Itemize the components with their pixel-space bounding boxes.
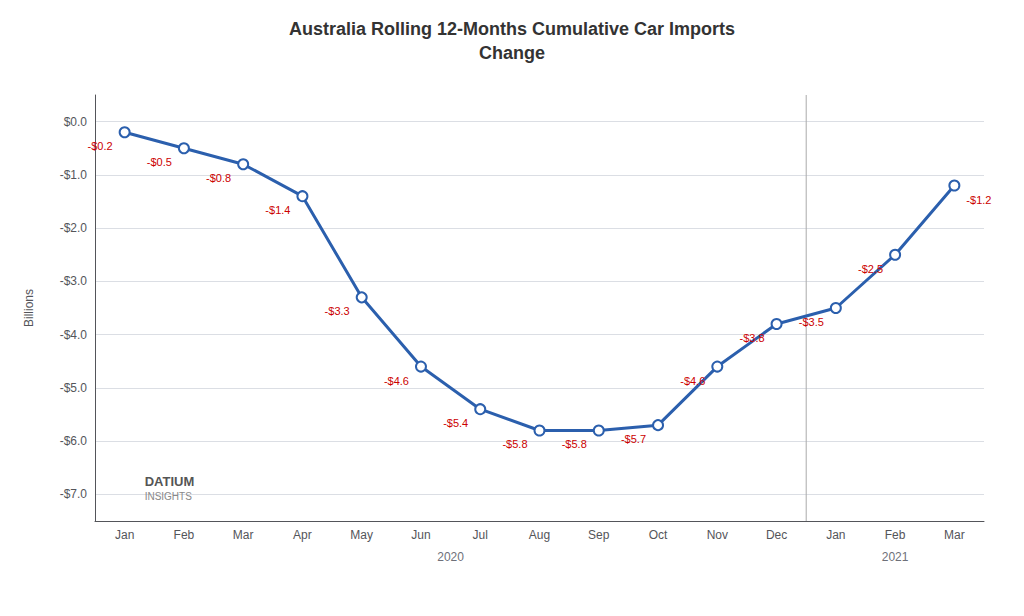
svg-text:Jan: Jan [826,528,845,542]
svg-text:-$0.5: -$0.5 [147,156,172,168]
svg-text:-$3.5: -$3.5 [799,316,824,328]
svg-text:-$4.6: -$4.6 [384,375,409,387]
svg-text:Sep: Sep [588,528,610,542]
svg-text:Mar: Mar [944,528,965,542]
svg-text:-$2.0: -$2.0 [60,221,88,235]
svg-text:-$4.6: -$4.6 [680,375,705,387]
svg-text:-$3.0: -$3.0 [60,274,88,288]
svg-text:-$5.4: -$5.4 [443,417,468,429]
svg-text:Dec: Dec [766,528,787,542]
svg-text:May: May [350,528,373,542]
svg-text:-$5.8: -$5.8 [562,438,587,450]
svg-text:Jan: Jan [115,528,134,542]
svg-text:-$5.7: -$5.7 [621,433,646,445]
svg-text:INSIGHTS: INSIGHTS [145,491,193,502]
svg-text:DATIUM: DATIUM [145,474,195,489]
svg-text:Billions: Billions [22,289,36,327]
svg-text:Jun: Jun [411,528,430,542]
svg-text:Nov: Nov [707,528,728,542]
svg-text:Oct: Oct [649,528,668,542]
svg-text:2020: 2020 [437,550,464,564]
svg-text:-$4.0: -$4.0 [60,328,88,342]
svg-text:-$1.2: -$1.2 [966,194,991,206]
svg-text:-$1.0: -$1.0 [60,168,88,182]
svg-text:-$0.8: -$0.8 [206,172,231,184]
svg-text:$0.0: $0.0 [64,115,88,129]
svg-text:-$6.0: -$6.0 [60,434,88,448]
svg-text:Feb: Feb [174,528,195,542]
svg-text:Mar: Mar [233,528,254,542]
svg-text:Aug: Aug [529,528,550,542]
svg-text:-$2.5: -$2.5 [858,263,883,275]
svg-text:Change: Change [479,43,545,63]
svg-text:-$3.8: -$3.8 [739,332,764,344]
svg-text:-$3.3: -$3.3 [325,305,350,317]
svg-text:-$5.0: -$5.0 [60,381,88,395]
svg-text:-$7.0: -$7.0 [60,487,88,501]
svg-text:-$5.8: -$5.8 [502,438,527,450]
svg-text:Feb: Feb [885,528,906,542]
svg-text:-$1.4: -$1.4 [265,204,290,216]
svg-text:Australia Rolling 12-Months Cu: Australia Rolling 12-Months Cumulative C… [289,19,735,39]
svg-text:Apr: Apr [293,528,312,542]
svg-text:2021: 2021 [882,550,909,564]
svg-text:Jul: Jul [473,528,488,542]
svg-text:-$0.2: -$0.2 [88,140,113,152]
